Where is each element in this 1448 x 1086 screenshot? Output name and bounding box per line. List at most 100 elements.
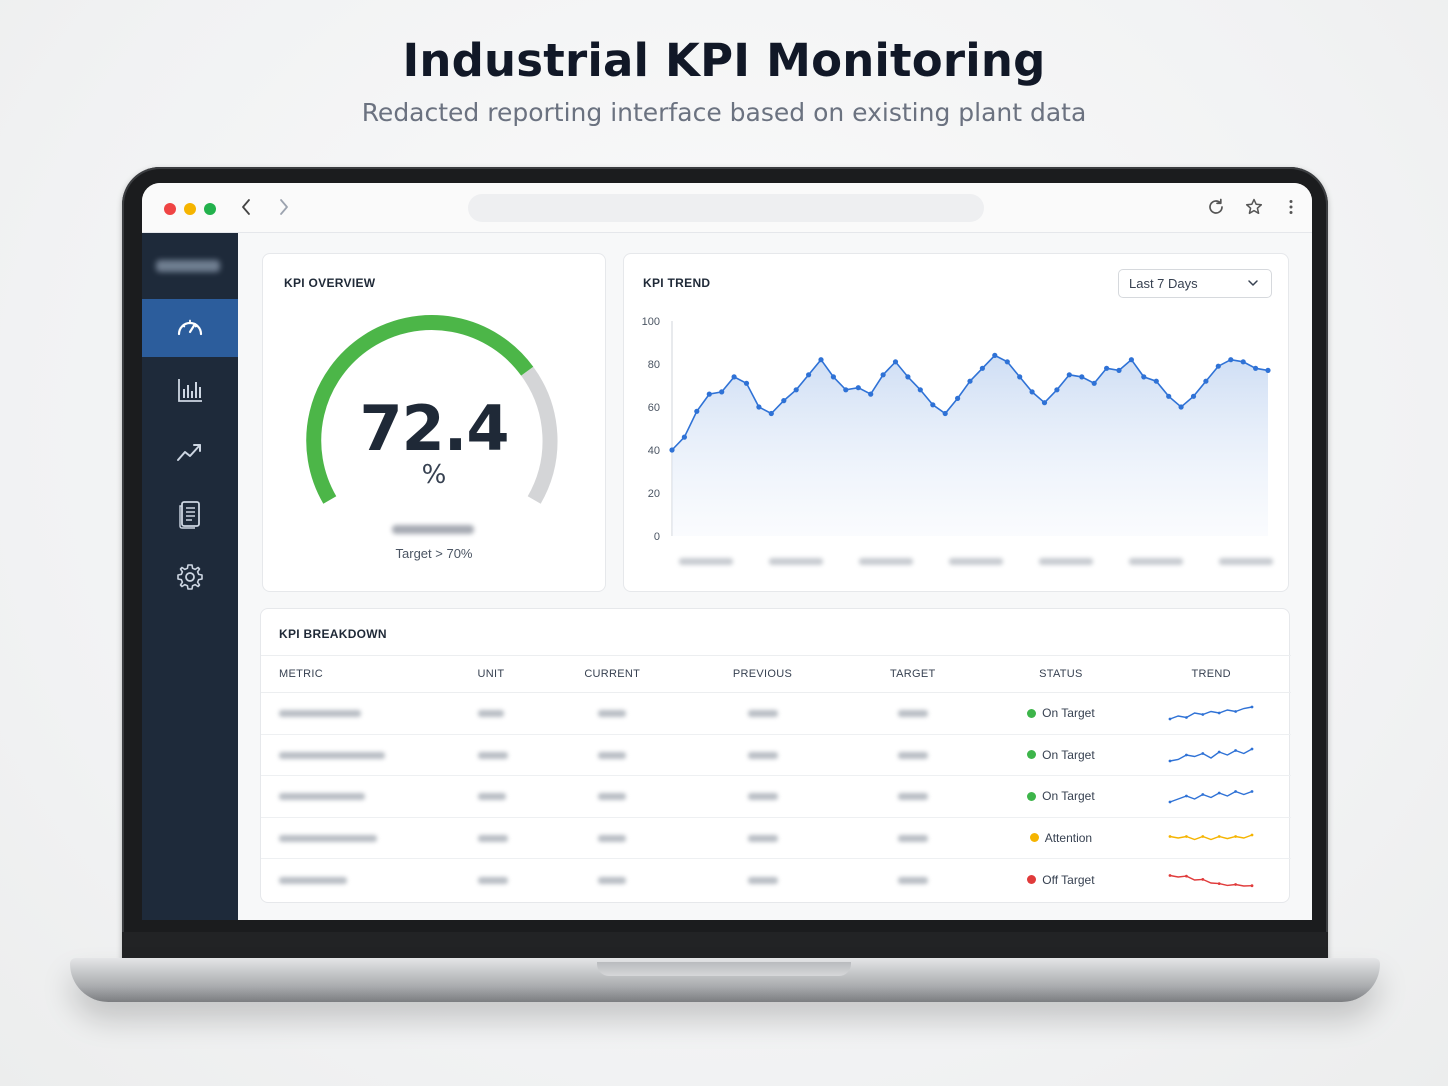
trend-point[interactable] — [1091, 380, 1097, 386]
chevron-right-icon[interactable] — [276, 195, 292, 224]
sparkline-point — [1234, 835, 1238, 838]
redacted-value — [897, 710, 928, 718]
trend-point[interactable] — [1190, 393, 1197, 399]
trend-point[interactable] — [868, 391, 874, 397]
trend-point[interactable] — [979, 365, 985, 371]
trend-point[interactable] — [1240, 359, 1246, 365]
trend-point[interactable] — [992, 352, 998, 358]
column-header-current[interactable]: CURRENT — [534, 655, 690, 693]
trend-point[interactable] — [706, 391, 712, 397]
trend-point[interactable] — [1079, 374, 1085, 380]
trend-point[interactable] — [917, 387, 923, 393]
trend-point[interactable] — [818, 357, 824, 363]
trend-point[interactable] — [756, 404, 762, 410]
sparkline-point — [1217, 792, 1221, 795]
trend-point[interactable] — [1153, 378, 1159, 384]
trend-point[interactable] — [1265, 367, 1271, 373]
trend-point[interactable] — [793, 387, 799, 393]
trend-point[interactable] — [930, 402, 936, 408]
trend-point[interactable] — [681, 434, 687, 440]
trend-point[interactable] — [669, 447, 675, 453]
sidebar-item-dashboard[interactable] — [142, 299, 238, 357]
trend-point[interactable] — [905, 374, 911, 380]
column-header-target[interactable]: TARGET — [835, 655, 991, 693]
trend-point[interactable] — [731, 374, 737, 380]
trend-point[interactable] — [1228, 357, 1234, 363]
trend-point[interactable] — [1166, 393, 1172, 399]
sparkline-point — [1217, 750, 1221, 754]
trend-point[interactable] — [843, 387, 849, 393]
column-header-metric[interactable]: METRIC — [261, 655, 448, 693]
star-icon[interactable] — [1242, 195, 1266, 219]
reload-icon[interactable] — [1204, 195, 1228, 219]
window-close-button[interactable] — [164, 203, 176, 215]
trend-point[interactable] — [855, 385, 861, 391]
trend-point[interactable] — [1215, 363, 1221, 369]
trend-point[interactable] — [781, 398, 787, 404]
table-row[interactable]: On Target — [261, 775, 1291, 818]
target-cell — [835, 817, 991, 860]
window-maximize-button[interactable] — [204, 203, 216, 215]
sidebar-item-analytics[interactable] — [142, 361, 238, 419]
trend-point[interactable] — [955, 395, 961, 401]
trend-point[interactable] — [1029, 389, 1035, 395]
trend-point[interactable] — [743, 380, 750, 386]
column-header-unit[interactable]: UNIT — [447, 655, 535, 693]
trend-point[interactable] — [1141, 374, 1147, 380]
sparkline-point — [1201, 835, 1205, 838]
column-header-previous[interactable]: PREVIOUS — [689, 655, 836, 693]
address-bar[interactable] — [468, 194, 984, 222]
previous-cell — [689, 734, 836, 777]
range-select-value: Last 7 Days — [1129, 276, 1198, 291]
sidebar-item-settings[interactable] — [142, 548, 238, 606]
redacted-value — [598, 835, 627, 843]
range-select[interactable]: Last 7 Days — [1118, 269, 1272, 298]
sparkline — [1168, 790, 1254, 804]
table-row[interactable]: On Target — [261, 734, 1291, 777]
target-cell — [835, 859, 990, 901]
sparkline — [1168, 874, 1254, 888]
redacted-value — [598, 793, 627, 801]
trend-point[interactable] — [719, 389, 725, 395]
trend-point[interactable] — [892, 359, 899, 365]
trend-point[interactable] — [1203, 378, 1209, 384]
trend-point[interactable] — [1004, 359, 1010, 365]
sidebar-item-trends[interactable] — [142, 423, 238, 481]
trend-point[interactable] — [1104, 365, 1110, 371]
trend-point[interactable] — [768, 410, 774, 417]
kpi-trend-title: KPI TREND — [643, 276, 711, 290]
table-row[interactable]: On Target — [261, 692, 1291, 735]
trend-point[interactable] — [880, 372, 886, 378]
window-minimize-button[interactable] — [184, 203, 196, 215]
trend-point[interactable] — [694, 408, 700, 414]
redacted-value — [897, 835, 928, 843]
column-header-trend[interactable]: TREND — [1131, 655, 1291, 693]
redacted-value — [279, 793, 365, 801]
x-tick-label-redacted — [949, 558, 1003, 565]
column-header-status[interactable]: STATUS — [990, 655, 1132, 693]
trend-point[interactable] — [1116, 367, 1122, 373]
trend-point[interactable] — [1017, 374, 1023, 380]
table-row[interactable]: Off Target — [261, 859, 1291, 901]
trend-point[interactable] — [1128, 357, 1134, 363]
trend-point[interactable] — [1178, 404, 1184, 410]
target-cell — [835, 692, 991, 735]
sidebar-item-reports[interactable] — [142, 485, 238, 543]
trend-point[interactable] — [967, 378, 973, 384]
sparkline-point — [1217, 882, 1221, 885]
trend-point[interactable] — [1041, 400, 1048, 406]
status-dot-icon — [1027, 750, 1037, 760]
trend-point[interactable] — [1066, 372, 1072, 378]
table-row[interactable]: Attention — [261, 817, 1291, 860]
kebab-menu-icon[interactable] — [1279, 195, 1303, 219]
redacted-value — [477, 793, 506, 801]
trend-point[interactable] — [942, 410, 948, 417]
metric-cell — [261, 692, 448, 735]
trend-point[interactable] — [1253, 365, 1259, 371]
page-title: Industrial KPI Monitoring — [402, 34, 1046, 87]
chevron-left-icon[interactable] — [238, 195, 254, 224]
trend-point[interactable] — [830, 374, 836, 380]
trend-point[interactable] — [1054, 387, 1060, 393]
target-cell — [835, 734, 991, 777]
trend-point[interactable] — [806, 372, 812, 378]
